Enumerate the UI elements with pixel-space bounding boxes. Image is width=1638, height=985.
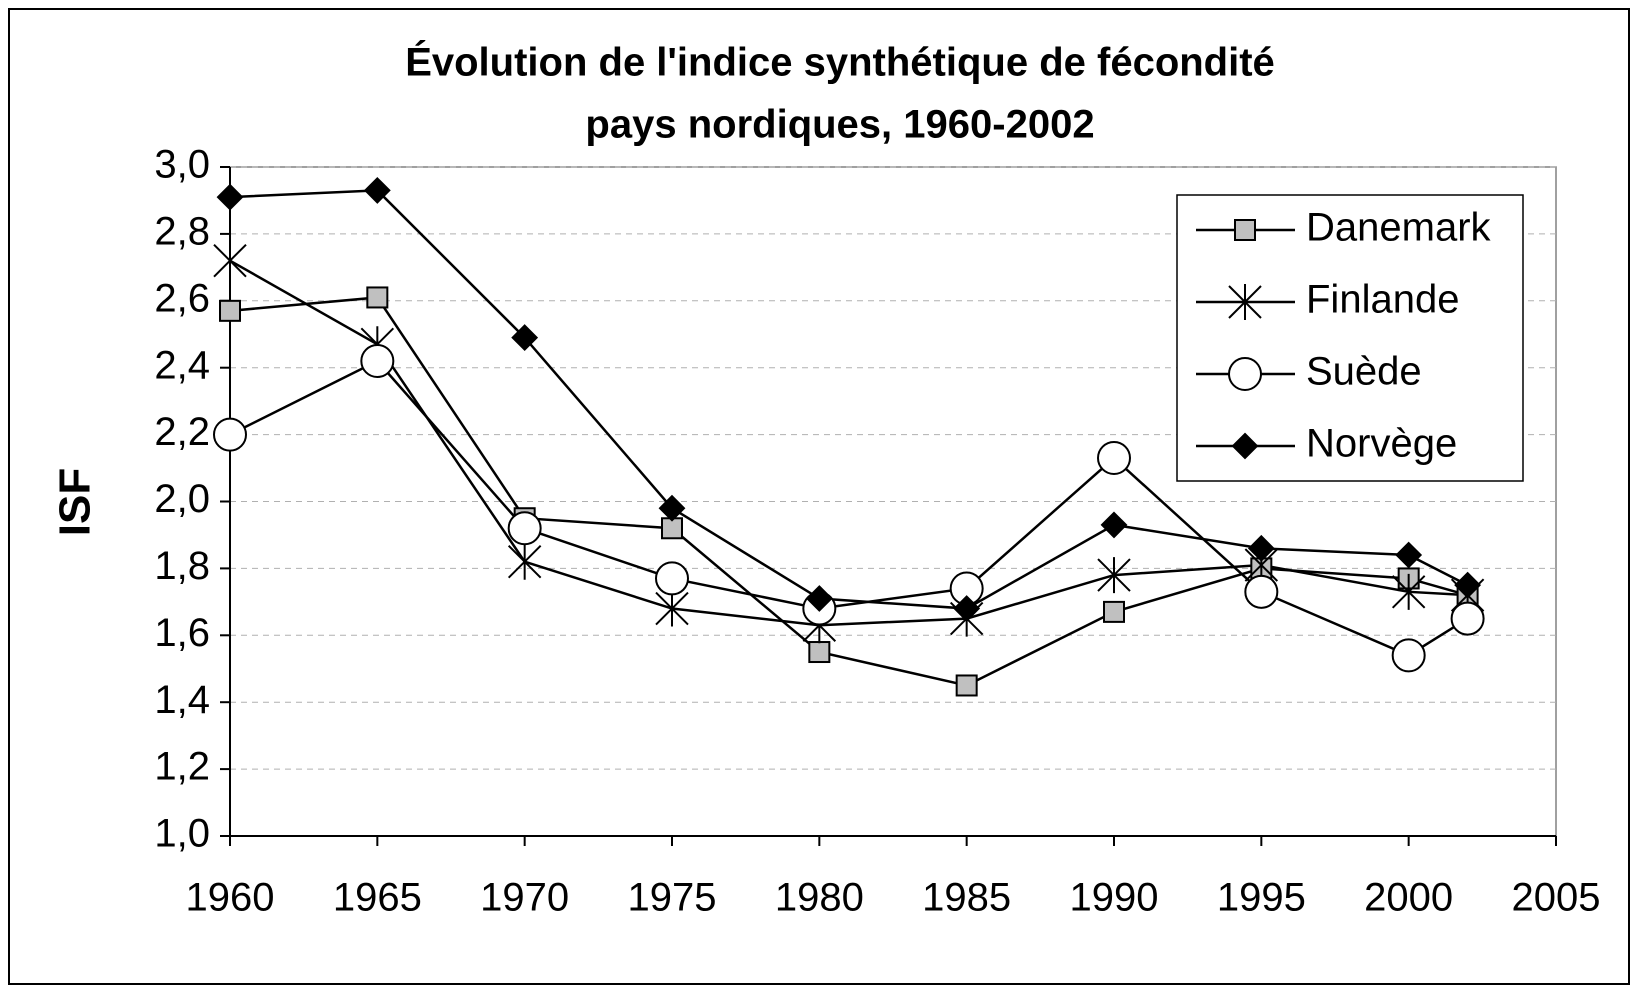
marker xyxy=(1247,534,1275,562)
series-line xyxy=(229,259,1468,627)
chart-subtitle: pays nordiques, 1960-2002 xyxy=(585,103,1094,147)
x-tick-label: 1970 xyxy=(480,876,569,920)
y-tick-label: 2,2 xyxy=(154,410,210,454)
marker xyxy=(953,595,981,622)
marker xyxy=(1228,357,1262,391)
marker xyxy=(655,590,689,627)
legend-label: Suède xyxy=(1306,350,1422,394)
marker xyxy=(1244,574,1279,609)
x-tick-label: 1990 xyxy=(1070,876,1159,920)
x-tick-label: 2000 xyxy=(1364,876,1453,920)
x-tick-label: 1995 xyxy=(1217,876,1306,920)
legend-label: Norvège xyxy=(1306,422,1457,466)
chart-title: Évolution de l'indice synthétique de féc… xyxy=(405,40,1275,85)
y-tick-label: 1,0 xyxy=(154,812,210,856)
series-line xyxy=(229,296,1468,687)
marker xyxy=(805,585,833,612)
x-tick-label: 1985 xyxy=(922,876,1011,920)
series-line xyxy=(229,189,1469,610)
x-tick-label: 1960 xyxy=(186,876,275,920)
legend-box xyxy=(1176,194,1524,482)
marker xyxy=(955,674,978,697)
marker xyxy=(658,494,686,522)
series-line xyxy=(229,359,1469,657)
marker xyxy=(655,561,689,596)
legend-label: Danemark xyxy=(1306,206,1492,250)
marker xyxy=(1097,557,1131,594)
marker xyxy=(1450,601,1485,636)
marker xyxy=(1100,511,1128,539)
marker xyxy=(213,417,247,452)
x-tick-label: 2005 xyxy=(1512,876,1601,920)
marker xyxy=(366,286,389,309)
y-tick-label: 1,2 xyxy=(154,745,210,789)
marker xyxy=(1228,284,1262,320)
marker xyxy=(507,511,542,546)
marker xyxy=(1391,573,1426,610)
x-tick-label: 1980 xyxy=(775,876,864,920)
marker xyxy=(1103,600,1125,623)
y-tick-label: 2,8 xyxy=(154,209,210,253)
marker xyxy=(219,299,241,322)
marker xyxy=(1234,219,1256,241)
legend-label: Finlande xyxy=(1306,278,1459,322)
marker xyxy=(507,543,542,580)
x-tick-label: 1965 xyxy=(333,876,422,920)
y-tick-label: 1,8 xyxy=(154,544,210,588)
marker xyxy=(1097,441,1131,476)
y-tick-label: 2,4 xyxy=(154,343,210,387)
y-tick-label: 3,0 xyxy=(154,143,210,187)
y-tick-label: 1,6 xyxy=(154,611,210,655)
marker xyxy=(363,177,391,204)
marker xyxy=(1391,638,1426,673)
y-axis-label: ISF xyxy=(51,468,100,536)
marker xyxy=(1395,541,1423,569)
y-tick-label: 1,4 xyxy=(154,678,210,722)
x-tick-label: 1975 xyxy=(628,876,717,920)
y-tick-label: 2,0 xyxy=(154,477,210,521)
marker xyxy=(360,344,395,379)
chart-frame xyxy=(8,8,1630,985)
marker xyxy=(511,324,539,352)
y-tick-label: 2,6 xyxy=(154,276,210,320)
marker xyxy=(1231,432,1259,460)
marker xyxy=(1454,571,1482,599)
marker xyxy=(213,242,247,279)
marker xyxy=(216,183,244,211)
marker xyxy=(808,641,831,664)
